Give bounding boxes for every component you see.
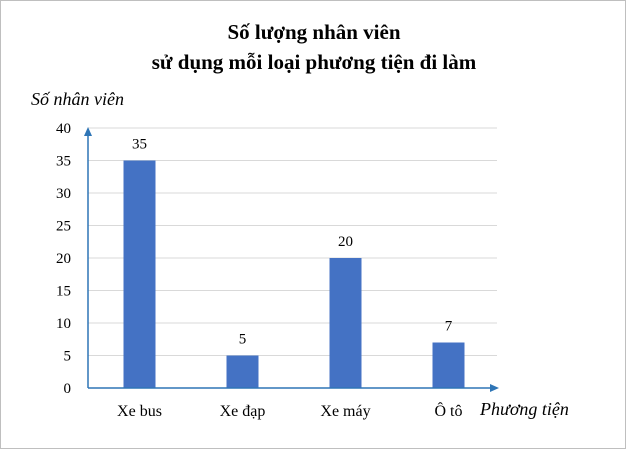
bar bbox=[123, 160, 156, 388]
x-axis-arrow bbox=[490, 384, 499, 392]
y-axis-arrow bbox=[84, 127, 92, 136]
data-label: 20 bbox=[338, 234, 353, 250]
y-tick-label: 5 bbox=[64, 349, 72, 365]
x-tick-label: Xe bus bbox=[117, 403, 162, 420]
data-label: 5 bbox=[239, 332, 247, 348]
bar bbox=[226, 355, 259, 388]
y-tick-label: 35 bbox=[56, 154, 71, 170]
bar bbox=[432, 342, 465, 388]
y-tick-label: 20 bbox=[56, 251, 71, 267]
y-tick-label: 40 bbox=[56, 121, 71, 137]
x-tick-label: Xe đạp bbox=[220, 403, 266, 420]
y-tick-label: 15 bbox=[56, 284, 71, 300]
chart-title-line1: Số lượng nhân viên bbox=[227, 20, 401, 44]
x-tick-label: Ô tô bbox=[435, 401, 463, 420]
x-axis-label: Phương tiện bbox=[480, 399, 569, 419]
bar bbox=[329, 258, 362, 388]
x-tick-label: Xe máy bbox=[320, 403, 370, 420]
data-label: 7 bbox=[445, 319, 453, 335]
y-tick-label: 25 bbox=[56, 219, 71, 235]
y-axis-label: Số nhân viên bbox=[31, 89, 124, 109]
y-tick-label: 30 bbox=[56, 186, 71, 202]
y-tick-label: 0 bbox=[64, 381, 72, 397]
y-tick-label: 10 bbox=[56, 316, 71, 332]
chart-title-line2: sử dụng mỗi loại phương tiện đi làm bbox=[151, 50, 477, 74]
data-label: 35 bbox=[132, 137, 147, 153]
